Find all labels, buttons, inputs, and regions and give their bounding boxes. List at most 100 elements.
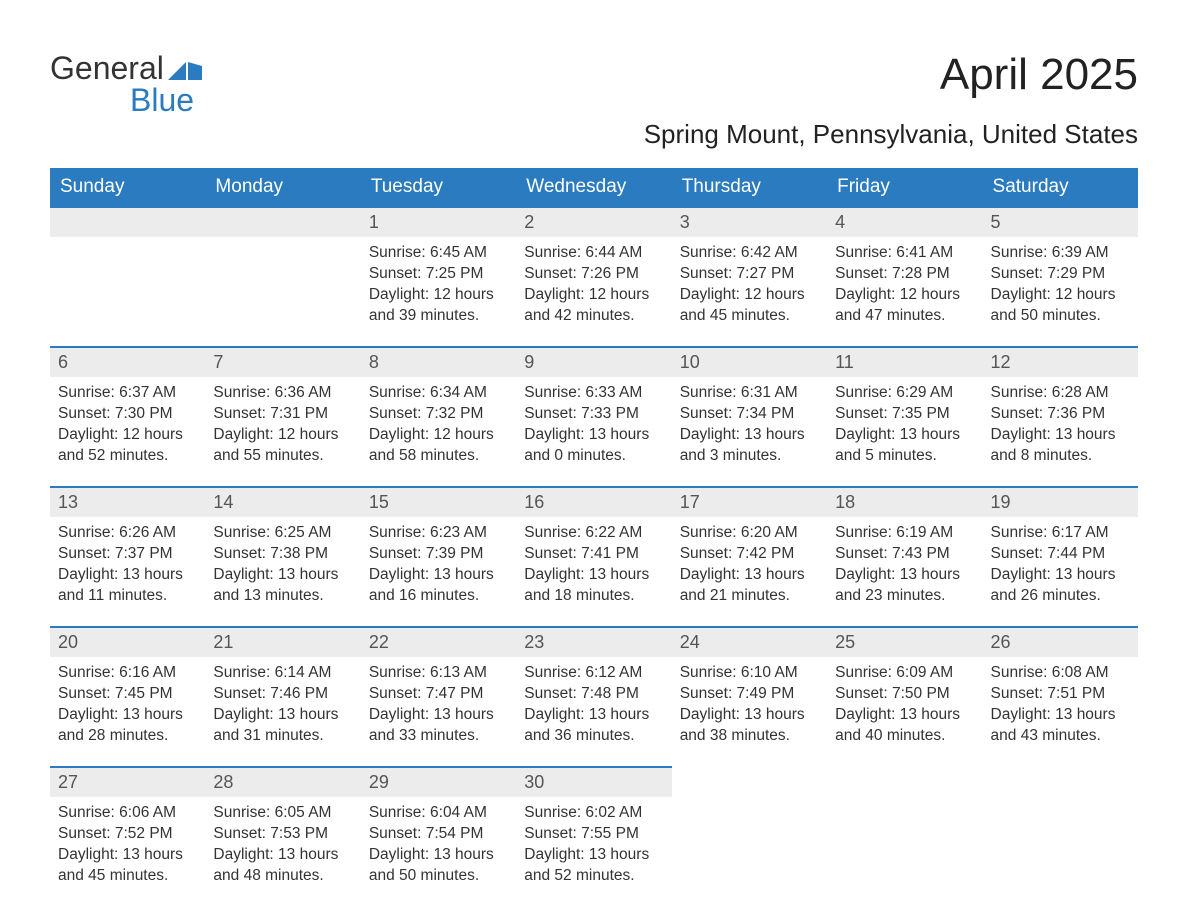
- calendar-day-cell: [983, 766, 1138, 906]
- sunrise-text: Sunrise: 6:13 AM: [369, 663, 508, 684]
- logo-flag-icon: [168, 58, 202, 80]
- sunset-text: Sunset: 7:27 PM: [680, 264, 819, 285]
- daylight-text: Daylight: 12 hours and 45 minutes.: [680, 285, 819, 327]
- daylight-text: Daylight: 13 hours and 8 minutes.: [991, 425, 1130, 467]
- calendar-day-cell: 11Sunrise: 6:29 AMSunset: 7:35 PMDayligh…: [827, 346, 982, 486]
- daylight-text: Daylight: 13 hours and 13 minutes.: [213, 565, 352, 607]
- day-number: 29: [361, 766, 516, 797]
- day-number: 25: [827, 626, 982, 657]
- sunrise-text: Sunrise: 6:45 AM: [369, 243, 508, 264]
- daylight-text: Daylight: 13 hours and 5 minutes.: [835, 425, 974, 467]
- sunrise-text: Sunrise: 6:17 AM: [991, 523, 1130, 544]
- day-number: 30: [516, 766, 671, 797]
- day-number: 13: [50, 486, 205, 517]
- calendar-day-cell: 23Sunrise: 6:12 AMSunset: 7:48 PMDayligh…: [516, 626, 671, 766]
- sunset-text: Sunset: 7:51 PM: [991, 684, 1130, 705]
- daylight-text: Daylight: 12 hours and 42 minutes.: [524, 285, 663, 327]
- calendar-day-cell: 26Sunrise: 6:08 AMSunset: 7:51 PMDayligh…: [983, 626, 1138, 766]
- sunrise-text: Sunrise: 6:33 AM: [524, 383, 663, 404]
- day-number: .: [50, 206, 205, 237]
- sunset-text: Sunset: 7:43 PM: [835, 544, 974, 565]
- calendar-week-row: 20Sunrise: 6:16 AMSunset: 7:45 PMDayligh…: [50, 626, 1138, 766]
- day-details: Sunrise: 6:36 AMSunset: 7:31 PMDaylight:…: [205, 377, 360, 479]
- sunset-text: Sunset: 7:33 PM: [524, 404, 663, 425]
- calendar-header-row: Sunday Monday Tuesday Wednesday Thursday…: [50, 168, 1138, 206]
- sunset-text: Sunset: 7:34 PM: [680, 404, 819, 425]
- daylight-text: Daylight: 12 hours and 39 minutes.: [369, 285, 508, 327]
- daylight-text: Daylight: 13 hours and 36 minutes.: [524, 705, 663, 747]
- day-number: 4: [827, 206, 982, 237]
- sunrise-text: Sunrise: 6:22 AM: [524, 523, 663, 544]
- sunset-text: Sunset: 7:25 PM: [369, 264, 508, 285]
- daylight-text: Daylight: 13 hours and 0 minutes.: [524, 425, 663, 467]
- daylight-text: Daylight: 13 hours and 48 minutes.: [213, 845, 352, 887]
- sunrise-text: Sunrise: 6:19 AM: [835, 523, 974, 544]
- sunrise-text: Sunrise: 6:20 AM: [680, 523, 819, 544]
- day-details: Sunrise: 6:08 AMSunset: 7:51 PMDaylight:…: [983, 657, 1138, 759]
- calendar-day-cell: 6Sunrise: 6:37 AMSunset: 7:30 PMDaylight…: [50, 346, 205, 486]
- day-number: 3: [672, 206, 827, 237]
- day-details: Sunrise: 6:17 AMSunset: 7:44 PMDaylight:…: [983, 517, 1138, 619]
- calendar-table: Sunday Monday Tuesday Wednesday Thursday…: [50, 168, 1138, 906]
- day-details: Sunrise: 6:42 AMSunset: 7:27 PMDaylight:…: [672, 237, 827, 339]
- sunset-text: Sunset: 7:42 PM: [680, 544, 819, 565]
- daylight-text: Daylight: 13 hours and 26 minutes.: [991, 565, 1130, 607]
- day-details: Sunrise: 6:39 AMSunset: 7:29 PMDaylight:…: [983, 237, 1138, 339]
- day-details: Sunrise: 6:12 AMSunset: 7:48 PMDaylight:…: [516, 657, 671, 759]
- day-details: Sunrise: 6:33 AMSunset: 7:33 PMDaylight:…: [516, 377, 671, 479]
- calendar-day-cell: 27Sunrise: 6:06 AMSunset: 7:52 PMDayligh…: [50, 766, 205, 906]
- sunrise-text: Sunrise: 6:23 AM: [369, 523, 508, 544]
- day-details: Sunrise: 6:29 AMSunset: 7:35 PMDaylight:…: [827, 377, 982, 479]
- daylight-text: Daylight: 13 hours and 21 minutes.: [680, 565, 819, 607]
- day-number: 28: [205, 766, 360, 797]
- sunset-text: Sunset: 7:29 PM: [991, 264, 1130, 285]
- day-details: Sunrise: 6:19 AMSunset: 7:43 PMDaylight:…: [827, 517, 982, 619]
- sunset-text: Sunset: 7:46 PM: [213, 684, 352, 705]
- day-details: Sunrise: 6:34 AMSunset: 7:32 PMDaylight:…: [361, 377, 516, 479]
- sunset-text: Sunset: 7:38 PM: [213, 544, 352, 565]
- daylight-text: Daylight: 12 hours and 52 minutes.: [58, 425, 197, 467]
- daylight-text: Daylight: 13 hours and 40 minutes.: [835, 705, 974, 747]
- sunrise-text: Sunrise: 6:14 AM: [213, 663, 352, 684]
- day-details: Sunrise: 6:45 AMSunset: 7:25 PMDaylight:…: [361, 237, 516, 339]
- daylight-text: Daylight: 13 hours and 18 minutes.: [524, 565, 663, 607]
- calendar-day-cell: 14Sunrise: 6:25 AMSunset: 7:38 PMDayligh…: [205, 486, 360, 626]
- sunset-text: Sunset: 7:31 PM: [213, 404, 352, 425]
- calendar-day-cell: .: [205, 206, 360, 346]
- day-details: Sunrise: 6:09 AMSunset: 7:50 PMDaylight:…: [827, 657, 982, 759]
- page-title: April 2025: [940, 50, 1138, 100]
- day-details: Sunrise: 6:25 AMSunset: 7:38 PMDaylight:…: [205, 517, 360, 619]
- daylight-text: Daylight: 12 hours and 58 minutes.: [369, 425, 508, 467]
- calendar-day-cell: 8Sunrise: 6:34 AMSunset: 7:32 PMDaylight…: [361, 346, 516, 486]
- calendar-day-cell: 25Sunrise: 6:09 AMSunset: 7:50 PMDayligh…: [827, 626, 982, 766]
- location-subtitle: Spring Mount, Pennsylvania, United State…: [50, 119, 1138, 150]
- calendar-day-cell: 4Sunrise: 6:41 AMSunset: 7:28 PMDaylight…: [827, 206, 982, 346]
- calendar-day-cell: 18Sunrise: 6:19 AMSunset: 7:43 PMDayligh…: [827, 486, 982, 626]
- sunrise-text: Sunrise: 6:41 AM: [835, 243, 974, 264]
- day-number: 8: [361, 346, 516, 377]
- sunset-text: Sunset: 7:41 PM: [524, 544, 663, 565]
- calendar-day-cell: 16Sunrise: 6:22 AMSunset: 7:41 PMDayligh…: [516, 486, 671, 626]
- daylight-text: Daylight: 12 hours and 47 minutes.: [835, 285, 974, 327]
- sunrise-text: Sunrise: 6:04 AM: [369, 803, 508, 824]
- day-details: Sunrise: 6:10 AMSunset: 7:49 PMDaylight:…: [672, 657, 827, 759]
- sunrise-text: Sunrise: 6:28 AM: [991, 383, 1130, 404]
- sunset-text: Sunset: 7:36 PM: [991, 404, 1130, 425]
- day-number: 7: [205, 346, 360, 377]
- day-number: 20: [50, 626, 205, 657]
- day-number: 23: [516, 626, 671, 657]
- sunrise-text: Sunrise: 6:02 AM: [524, 803, 663, 824]
- sunset-text: Sunset: 7:39 PM: [369, 544, 508, 565]
- calendar-day-cell: 9Sunrise: 6:33 AMSunset: 7:33 PMDaylight…: [516, 346, 671, 486]
- sunrise-text: Sunrise: 6:16 AM: [58, 663, 197, 684]
- sunset-text: Sunset: 7:30 PM: [58, 404, 197, 425]
- sunrise-text: Sunrise: 6:29 AM: [835, 383, 974, 404]
- calendar-day-cell: 19Sunrise: 6:17 AMSunset: 7:44 PMDayligh…: [983, 486, 1138, 626]
- calendar-day-cell: [827, 766, 982, 906]
- calendar-week-row: ..1Sunrise: 6:45 AMSunset: 7:25 PMDaylig…: [50, 206, 1138, 346]
- daylight-text: Daylight: 12 hours and 55 minutes.: [213, 425, 352, 467]
- calendar-week-row: 6Sunrise: 6:37 AMSunset: 7:30 PMDaylight…: [50, 346, 1138, 486]
- sunrise-text: Sunrise: 6:44 AM: [524, 243, 663, 264]
- daylight-text: Daylight: 13 hours and 33 minutes.: [369, 705, 508, 747]
- calendar-day-cell: 29Sunrise: 6:04 AMSunset: 7:54 PMDayligh…: [361, 766, 516, 906]
